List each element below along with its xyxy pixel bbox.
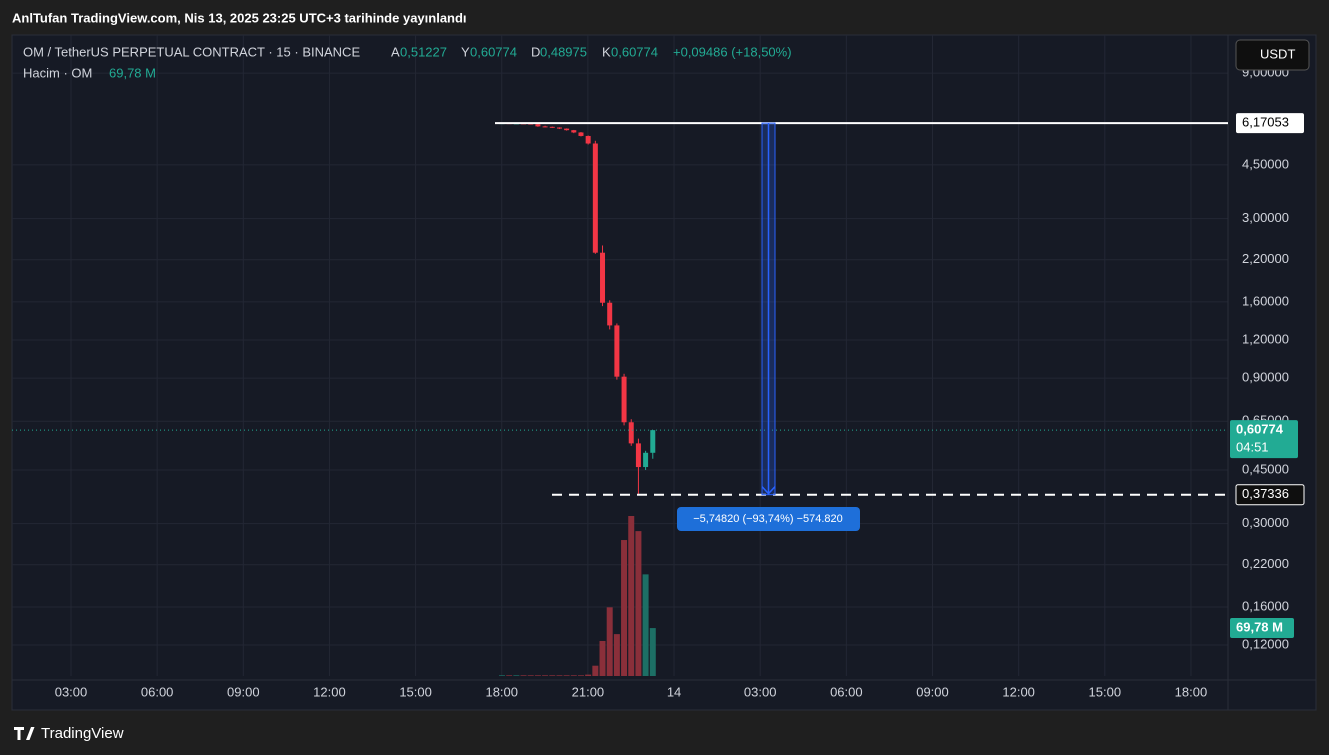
volume-bar	[527, 675, 534, 676]
footer-brand: TradingView	[41, 725, 124, 742]
ohlc-value: 0,60774	[470, 44, 517, 59]
candle-body	[556, 127, 562, 129]
volume-bar	[649, 628, 656, 676]
currency-button[interactable]	[1235, 39, 1310, 71]
volume-bar	[613, 634, 620, 676]
price-badge	[1230, 420, 1298, 459]
volume-bar	[506, 675, 513, 676]
x-tick-label: 18:00	[485, 684, 518, 699]
volume-bar	[520, 675, 527, 676]
x-tick-label: 03:00	[55, 684, 88, 699]
y-tick-label: 0,16000	[1242, 598, 1289, 613]
volume-bar	[542, 675, 549, 676]
candle-body	[607, 302, 613, 326]
x-tick-label: 06:00	[830, 684, 863, 699]
candle-body	[578, 132, 584, 136]
volume-bar	[570, 675, 577, 676]
y-tick-label: 2,20000	[1242, 251, 1289, 266]
measure-label: −5,74820 (−93,74%) −574.820	[693, 513, 843, 525]
candle-body	[535, 124, 541, 127]
y-tick-label: 4,50000	[1242, 156, 1289, 171]
currency[interactable]: USDT	[1260, 46, 1295, 61]
x-tick-label: 09:00	[916, 684, 949, 699]
candle-body	[549, 126, 555, 128]
candle-body	[614, 325, 620, 377]
publish-title: AnlTufan TradingView.com, Nis 13, 2025 2…	[12, 10, 467, 25]
candle-body	[650, 430, 656, 453]
x-tick-label: 18:00	[1175, 684, 1208, 699]
ohlc-key: K	[602, 44, 611, 59]
price-badge-label: 0,60774	[1236, 422, 1284, 437]
volume-bar	[621, 540, 628, 676]
candle-body	[571, 130, 577, 133]
x-tick-label: 06:00	[141, 684, 174, 699]
x-tick-label: 14	[667, 684, 681, 699]
y-tick-label: 3,00000	[1242, 210, 1289, 225]
candle-body	[585, 135, 591, 144]
x-tick-label: 12:00	[313, 684, 346, 699]
ohlc-value: 0,60774	[611, 44, 658, 59]
ohlc-value: 0,48975	[540, 44, 587, 59]
candle-body	[635, 443, 641, 468]
high-badge-label: 6,17053	[1242, 115, 1289, 130]
x-tick-label: 15:00	[399, 684, 432, 699]
volume-badge-label: 69,78 M	[1236, 619, 1283, 634]
chart-frame	[11, 34, 1317, 711]
candle-body	[643, 452, 649, 468]
candle-body	[628, 422, 634, 444]
high-badge	[1236, 113, 1304, 134]
ohlc-key: Y	[461, 44, 470, 59]
volume-bar	[628, 516, 635, 676]
x-tick-label: 12:00	[1002, 684, 1035, 699]
low-badge-label: 0,37336	[1242, 486, 1289, 501]
measure-arrow-head	[761, 486, 776, 495]
y-tick-label: 0,22000	[1242, 556, 1289, 571]
y-tick-label: 0,30000	[1242, 515, 1289, 530]
ohlc-key: A	[391, 44, 400, 59]
ohlc-value: 0,51227	[400, 44, 447, 59]
y-tick-label: 1,20000	[1242, 331, 1289, 346]
y-tick-label: 0,12000	[1242, 636, 1289, 651]
measure-label-box	[677, 507, 860, 531]
volume-bar	[577, 675, 584, 676]
y-tick-label: 0,90000	[1242, 370, 1289, 385]
volume-bar	[556, 675, 563, 676]
volume-bar	[642, 574, 649, 676]
countdown: 04:51	[1236, 440, 1269, 455]
candle-body	[592, 143, 598, 253]
change: +0,09486 (+18,50%)	[673, 44, 792, 59]
ohlc-key: D	[531, 44, 540, 59]
symbol: OM / TetherUS PERPETUAL CONTRACT · 15 · …	[23, 44, 360, 59]
volume-bar	[549, 675, 556, 676]
y-tick-label: 0,45000	[1242, 461, 1289, 476]
candle-body	[600, 252, 606, 303]
x-tick-label: 03:00	[744, 684, 777, 699]
volume-bar	[599, 640, 606, 676]
candle-body	[542, 126, 548, 128]
low-badge	[1235, 484, 1305, 506]
candle-body	[564, 128, 570, 131]
volume-title: Hacim · OM	[23, 65, 92, 80]
x-tick-label: 21:00	[572, 684, 605, 699]
y-tick-label: 1,60000	[1242, 293, 1289, 308]
volume-bar	[635, 531, 642, 676]
volume-bar	[513, 675, 520, 676]
volume-badge	[1230, 618, 1294, 638]
volume-value: 69,78 M	[109, 65, 156, 80]
volume-bar	[563, 675, 570, 676]
footer-logo	[14, 727, 35, 740]
volume-bar	[534, 675, 541, 676]
x-tick-label: 09:00	[227, 684, 260, 699]
volume-bar	[592, 665, 599, 676]
volume-bar	[606, 607, 613, 676]
volume-bar	[585, 674, 592, 676]
volume-bar	[499, 675, 505, 676]
x-tick-label: 15:00	[1089, 684, 1122, 699]
candle-body	[621, 376, 627, 423]
